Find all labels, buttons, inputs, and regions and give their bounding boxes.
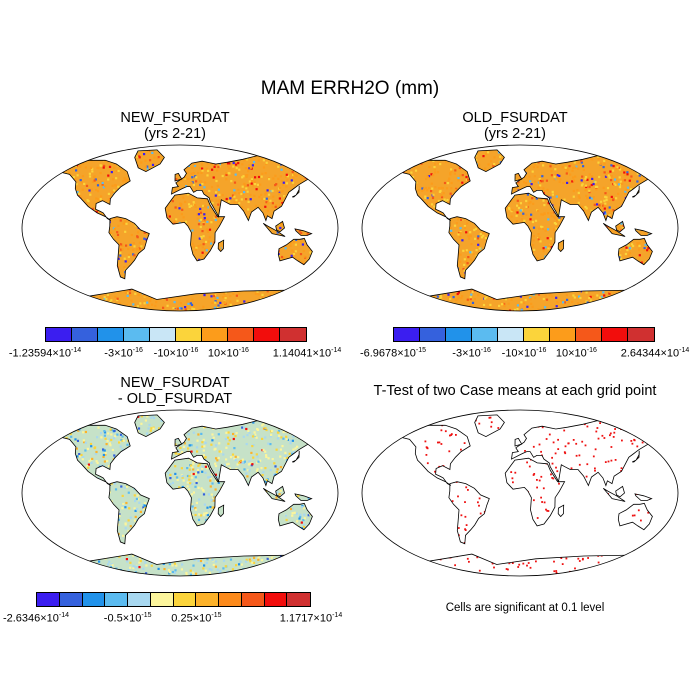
colorbar-tick-label: 1.14041×10-14 <box>272 347 342 360</box>
colorbar-box <box>254 328 280 341</box>
colorbar-box <box>628 328 654 341</box>
colorbar-box <box>394 328 420 341</box>
panel-new-title-line1: NEW_FSURDAT <box>120 110 230 126</box>
colorbar-tick-label: 0.25×10-15 <box>171 612 222 625</box>
globe-outline <box>361 144 679 312</box>
colorbar-new-labels: -1.23594×10-14 -3×10-16 -10×10-16 10×10-16 1… <box>9 347 341 363</box>
colorbar-tick-label: -10×10-16 <box>153 347 199 360</box>
colorbar-box <box>576 328 602 341</box>
colorbar-box <box>37 593 60 606</box>
colorbar-box <box>105 593 128 606</box>
colorbar-tick-label: -3×10-16 <box>104 347 143 360</box>
colorbar-tick-label: -0.5×10-15 <box>103 612 152 625</box>
colorbar-old-labels: -6.9678×10-15 -3×10-16 -10×10-16 10×10-16 2.… <box>360 347 689 363</box>
colorbar-box <box>524 328 550 341</box>
panel-diff-title-line1: NEW_FSURDAT <box>120 375 230 391</box>
colorbar-box <box>241 593 265 606</box>
colorbar-box <box>98 328 124 341</box>
figure-title: MAM ERRH2O (mm) <box>260 78 440 99</box>
panel-old-title: OLD_FSURDAT (yrs 2-21) <box>360 110 670 142</box>
colorbar-tick-label: -10×10-16 <box>501 347 547 360</box>
colorbar-tick-label: -3×10-16 <box>452 347 491 360</box>
coastlines <box>377 414 673 576</box>
colorbar-box <box>228 328 254 341</box>
colorbar-box <box>72 328 98 341</box>
colorbar-box <box>176 328 202 341</box>
colorbar-tick-label: 10×10-16 <box>555 347 597 360</box>
map-difference <box>21 409 339 577</box>
panel-old-title-line2: (yrs 2-21) <box>483 126 547 142</box>
panel-ttest-title: T-Test of two Case means at each grid po… <box>373 383 657 399</box>
globe-outline <box>21 144 339 312</box>
panel-new-title-line2: (yrs 2-21) <box>143 126 207 142</box>
colorbar-new <box>45 327 307 342</box>
globe-outline <box>21 409 339 577</box>
colorbar-box <box>128 593 151 606</box>
map-old-fsurdat <box>361 144 679 312</box>
panel-new-title: NEW_FSURDAT (yrs 2-21) <box>20 110 330 142</box>
colorbar-tick-label: 2.64344×10-14 <box>620 347 690 360</box>
colorbar-box <box>219 593 242 606</box>
colorbar-tick-label: -2.6346×10-14 <box>2 612 70 625</box>
colorbar-box <box>202 328 228 341</box>
map-new-fsurdat <box>21 144 339 312</box>
significance-note: Cells are significant at 0.1 level <box>445 602 605 614</box>
colorbar-box <box>550 328 576 341</box>
land-field <box>38 149 332 311</box>
colorbar-diff-labels: -2.6346×10-14 -0.5×10-15 0.25×10-15 1.1717×… <box>3 612 342 628</box>
colorbar-diff <box>36 592 311 607</box>
colorbar-box <box>264 593 288 606</box>
colorbar-box <box>150 328 176 341</box>
colorbar-box <box>82 593 106 606</box>
land-field <box>378 149 672 311</box>
colorbar-box <box>446 328 472 341</box>
colorbar-tick-label: -1.23594×10-14 <box>8 347 82 360</box>
colorbar-tick-label: -6.9678×10-15 <box>359 347 427 360</box>
coastlines <box>377 149 673 311</box>
colorbar-tick-label: 10×10-16 <box>207 347 249 360</box>
colorbar-box <box>46 328 72 341</box>
globe-outline <box>361 409 679 577</box>
colorbar-box <box>173 593 197 606</box>
colorbar-box <box>59 593 83 606</box>
land-field <box>38 414 332 576</box>
colorbar-old <box>393 327 655 342</box>
panel-diff-title: NEW_FSURDAT - OLD_FSURDAT <box>20 375 330 407</box>
colorbar-box <box>150 593 174 606</box>
colorbar-box <box>472 328 498 341</box>
colorbar-box <box>602 328 628 341</box>
colorbar-box <box>196 593 219 606</box>
coastlines <box>37 149 333 311</box>
colorbar-box <box>124 328 150 341</box>
colorbar-tick-label: 1.1717×10-14 <box>279 612 343 625</box>
panel-diff-title-line2: - OLD_FSURDAT <box>117 391 233 407</box>
colorbar-box <box>280 328 306 341</box>
panel-old-title-line1: OLD_FSURDAT <box>462 110 568 126</box>
colorbar-box <box>420 328 446 341</box>
map-ttest <box>361 409 679 577</box>
colorbar-box <box>287 593 310 606</box>
colorbar-box <box>498 328 524 341</box>
